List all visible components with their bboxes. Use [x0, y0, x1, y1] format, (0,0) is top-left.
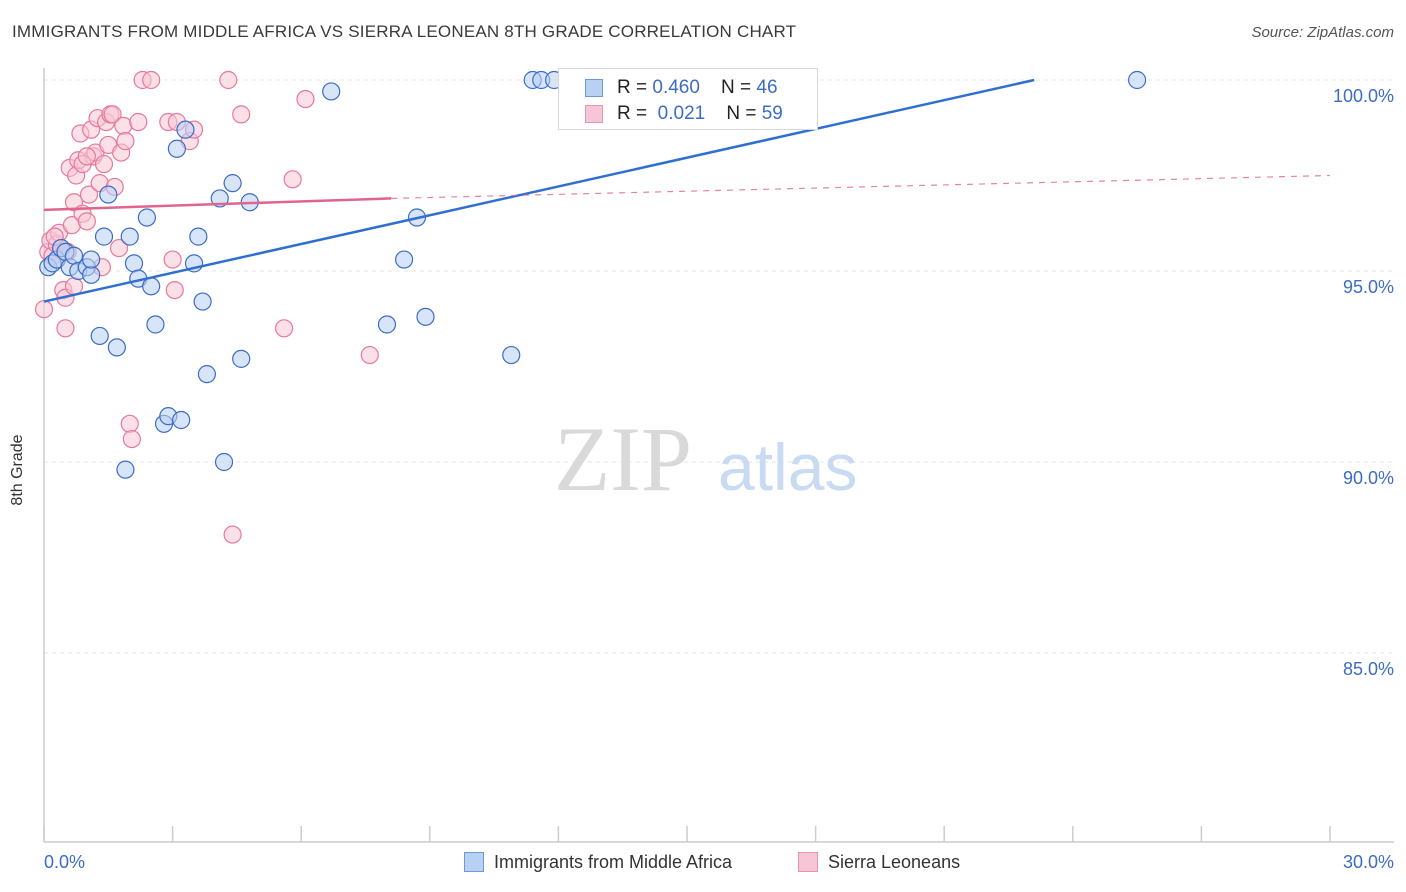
watermark: ZIP atlas [554, 408, 857, 510]
data-point [94, 227, 114, 246]
data-point [120, 414, 139, 433]
data-point [377, 315, 397, 334]
legend-n-value: 46 [756, 77, 778, 98]
legend-swatch-pink [585, 105, 603, 123]
data-point [142, 277, 161, 296]
trend-line-sierra-leoneans [43, 197, 392, 212]
series-swatch-pink [798, 852, 818, 872]
watermark-zip: ZIP [554, 408, 692, 510]
x-tick-max: 30.0% [1342, 852, 1394, 872]
data-point [116, 460, 135, 479]
data-point [232, 105, 251, 124]
grid-lines [44, 79, 1394, 654]
source-label: Source: ZipAtlas.com [1251, 24, 1394, 41]
data-point [219, 70, 238, 90]
data-point [223, 525, 242, 544]
data-point [502, 345, 521, 365]
axes [43, 68, 1394, 843]
trend-line-middle-africa [43, 78, 1035, 303]
legend-n-value: 59 [761, 103, 783, 124]
data-point [142, 70, 161, 90]
data-point [197, 365, 216, 384]
data-point [124, 254, 144, 273]
data-point [322, 82, 341, 101]
data-point [223, 174, 242, 193]
x-tick-min: 0.0% [44, 852, 86, 872]
series-label: Sierra Leoneans [828, 852, 961, 872]
data-point [129, 112, 148, 132]
data-point [176, 120, 195, 139]
series-legend-middle-africa: Immigrants from Middle Africa [464, 852, 732, 873]
series-label: Immigrants from Middle Africa [494, 852, 733, 872]
data-point [64, 277, 84, 296]
data-point [167, 139, 186, 158]
series-legend-sierra-leoneans: Sierra Leoneans [798, 852, 960, 873]
data-point [146, 315, 165, 334]
chart-title: IMMIGRANTS FROM MIDDLE AFRICA VS SIERRA … [12, 22, 797, 41]
data-point [394, 250, 414, 269]
trend-lines [43, 78, 1331, 303]
data-point [99, 185, 118, 204]
trend-line-sierra-leoneans-extension [391, 174, 1331, 200]
data-point [109, 238, 129, 258]
legend-n-label: N = [726, 103, 762, 124]
data-point [79, 185, 99, 204]
data-point [116, 132, 135, 151]
data-point [1127, 70, 1147, 90]
middle-africa-points [39, 70, 1147, 479]
data-point [122, 429, 141, 449]
series-swatch-blue [464, 852, 484, 872]
data-point [34, 300, 54, 319]
legend-swatch-blue [585, 79, 603, 97]
y-tick-label: 100.0% [1332, 86, 1394, 106]
data-point [172, 410, 191, 430]
legend-r-value: 0.021 [657, 103, 706, 124]
y-tick-label: 85.0% [1342, 659, 1394, 679]
data-point [165, 281, 184, 300]
data-point [137, 208, 156, 227]
y-tick-label: 90.0% [1342, 468, 1394, 488]
data-point [77, 147, 96, 166]
legend-n-label: N = [721, 77, 757, 98]
data-point [103, 105, 122, 124]
data-point [232, 349, 251, 368]
data-point [283, 170, 302, 189]
data-point [94, 154, 114, 174]
data-point [210, 189, 229, 208]
data-point [214, 452, 234, 472]
data-point [77, 212, 96, 231]
correlation-legend: R = 0.460 N = 46 R = 0.021 N = 59 [558, 68, 818, 130]
legend-r-label: R = [617, 103, 653, 124]
data-point [193, 292, 212, 311]
data-point [189, 227, 208, 246]
legend-r-label: R = [617, 77, 653, 98]
data-point [82, 265, 101, 284]
watermark-atlas: atlas [718, 430, 857, 504]
y-tick-label: 95.0% [1342, 277, 1394, 297]
data-point [163, 250, 182, 269]
data-point [82, 250, 101, 269]
data-point [56, 319, 75, 338]
data-point [90, 326, 109, 346]
data-point [107, 338, 126, 357]
data-point [360, 345, 379, 365]
legend-r-value: 0.460 [652, 77, 700, 98]
data-point [114, 116, 133, 135]
data-point [120, 227, 139, 246]
data-point [296, 89, 315, 109]
data-point [416, 307, 435, 326]
data-point [274, 319, 294, 338]
